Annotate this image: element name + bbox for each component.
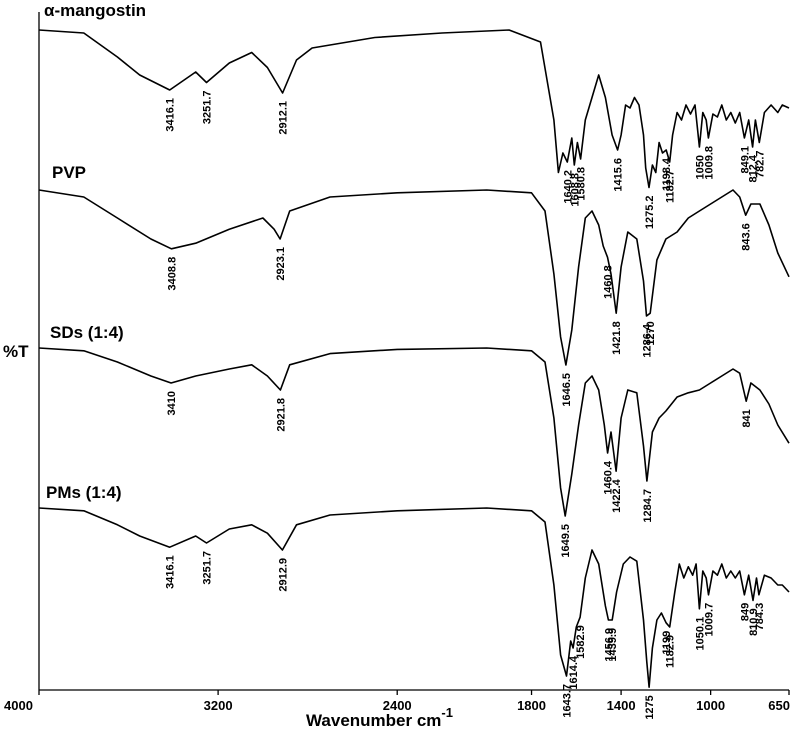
- peak-label: 843.6: [741, 223, 753, 251]
- peak-label: 1284.7: [642, 489, 654, 523]
- peak-label: 3408.8: [166, 257, 178, 291]
- peak-label: 1582.9: [575, 625, 587, 659]
- peak-label: 1199: [661, 631, 673, 655]
- x-tick-label: 2400: [383, 698, 412, 713]
- peak-label: 1422.4: [611, 478, 623, 513]
- series-name-label: PMs (1:4): [46, 483, 122, 502]
- peak-label: 1198.4: [661, 157, 673, 191]
- peak-label: 1456.9: [603, 628, 615, 662]
- series-name-label: α-mangostin: [44, 1, 146, 20]
- peak-label: 782.7: [754, 151, 766, 179]
- peak-label: 1646.5: [561, 373, 573, 407]
- series-3: PMs (1:4)3416.1 3251.7 2912.91643.71614.41…: [38, 483, 790, 720]
- peak-label: 1270: [645, 321, 657, 345]
- peak-label: 810.9: [748, 608, 760, 636]
- x-tick-label: 4000: [4, 698, 33, 713]
- peak-label: 3251.7: [202, 551, 214, 585]
- peak-label: 849.1: [739, 146, 751, 174]
- x-tick-label: 1800: [517, 698, 546, 713]
- peak-label: 1275.2: [644, 196, 656, 230]
- x-axis-title-main: Wavenumber cm: [306, 711, 441, 730]
- peak-label: 1286.4: [642, 323, 654, 358]
- peak-label: 849: [739, 603, 751, 621]
- series-0: α-mangostin 3416.1 3251.7 2912.1 1640.21608.…: [38, 1, 790, 230]
- x-axis-title: Wavenumber cm-1: [306, 705, 453, 730]
- peak-label: 1439.9: [607, 628, 619, 662]
- x-tick-label: 650: [768, 698, 790, 713]
- peak-label: 1460.8: [603, 265, 615, 299]
- peak-label: 1643.7: [562, 684, 574, 718]
- peak-label: 1050.1: [694, 617, 706, 651]
- peak-label: 2912.9: [277, 558, 289, 592]
- peak-label: 3416.1: [165, 555, 177, 589]
- y-axis-title: %T: [3, 342, 29, 361]
- peak-label: 1460.4: [603, 460, 615, 495]
- peak-label: 1415.6: [613, 158, 625, 192]
- peak-label: 841: [741, 409, 753, 427]
- peak-label: 3416.1: [165, 98, 177, 132]
- x-tick-label: 1000: [696, 698, 725, 713]
- peak-label: 3410: [166, 391, 178, 415]
- peak-label: 1009.7: [704, 603, 716, 637]
- x-axis-title-superscript: -1: [441, 705, 453, 720]
- peak-label: 3251.7: [202, 91, 214, 125]
- peak-label: 1050: [694, 155, 706, 179]
- peak-label: 2923.1: [275, 247, 287, 281]
- peak-label: 1608.8: [569, 173, 581, 207]
- series-name-label: SDs (1:4): [50, 323, 124, 342]
- spectrum-line: [38, 507, 790, 688]
- spectrum-line: [38, 29, 790, 189]
- peak-label: 1649.5: [560, 524, 572, 558]
- peak-label: 1275: [644, 695, 656, 719]
- spectrum-line: [38, 189, 790, 366]
- spectrum-line: [38, 347, 790, 517]
- peak-label: 1009.8: [703, 146, 715, 180]
- peak-label: 1182.7: [665, 170, 677, 203]
- peak-label: 812.4: [748, 154, 760, 182]
- peak-label: 1421.8: [611, 321, 623, 355]
- peak-label: 2912.1: [278, 101, 290, 135]
- series-name-label: PVP: [52, 163, 86, 182]
- x-ticks: 4000 3200 2400 1800 1400 1000 650: [4, 690, 790, 713]
- series-layer: α-mangostin 3416.1 3251.7 2912.1 1640.21608.…: [38, 1, 790, 720]
- peak-label: 1580.8: [576, 167, 588, 201]
- peak-label: 1640.2: [562, 170, 574, 204]
- peak-label: 1614.4: [568, 655, 580, 690]
- x-tick-label: 1400: [607, 698, 636, 713]
- peak-label: 784.3: [754, 603, 766, 631]
- peak-label: 2921.8: [275, 398, 287, 432]
- peak-label: 1182.9: [665, 635, 677, 668]
- x-tick-label: 3200: [204, 698, 233, 713]
